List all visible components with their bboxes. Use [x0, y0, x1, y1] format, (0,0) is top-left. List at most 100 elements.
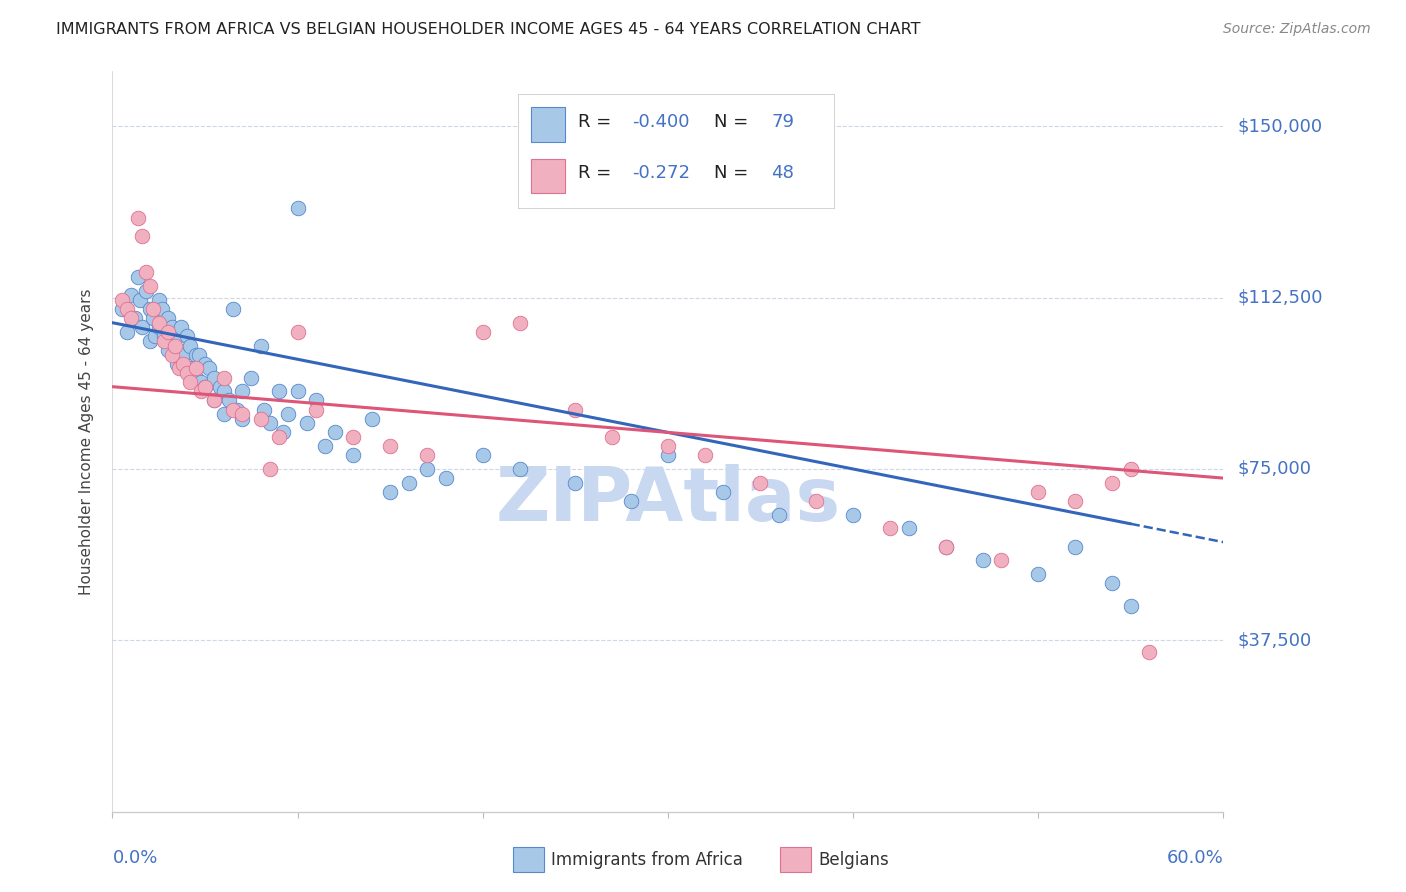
Point: [131, 320, 153, 334]
Text: 60.0%: 60.0%: [1167, 849, 1223, 867]
Point: [202, 370, 225, 384]
Point: [111, 301, 134, 316]
Point: [153, 329, 176, 343]
Point: [416, 462, 439, 476]
Text: 0.0%: 0.0%: [112, 849, 157, 867]
Y-axis label: Householder Income Ages 45 - 64 years: Householder Income Ages 45 - 64 years: [79, 288, 94, 595]
Point: [190, 375, 212, 389]
Point: [267, 430, 291, 444]
Point: [179, 375, 201, 389]
Point: [138, 279, 160, 293]
Point: [305, 393, 328, 408]
Point: [166, 329, 188, 343]
Point: [240, 370, 263, 384]
Point: [1119, 462, 1142, 476]
Point: [202, 393, 225, 408]
Point: [222, 402, 245, 417]
Point: [768, 508, 790, 522]
Point: [1026, 567, 1049, 582]
Point: [117, 301, 139, 316]
Point: [1026, 484, 1049, 499]
Point: [602, 430, 624, 444]
Point: [190, 384, 212, 399]
Point: [152, 301, 174, 316]
Point: [287, 202, 309, 216]
Point: [129, 293, 152, 307]
Point: [380, 439, 402, 453]
Point: [148, 316, 170, 330]
Point: [249, 338, 271, 352]
Point: [160, 348, 183, 362]
Point: [170, 320, 193, 334]
Point: [259, 417, 281, 431]
Point: [1101, 475, 1123, 490]
Point: [897, 521, 920, 535]
Point: [194, 357, 217, 371]
Point: [194, 380, 217, 394]
Point: [342, 448, 364, 462]
Point: [212, 384, 235, 399]
Point: [160, 320, 183, 334]
Point: [176, 329, 198, 343]
Point: [259, 462, 281, 476]
Point: [842, 508, 865, 522]
Point: [935, 540, 957, 554]
Point: [990, 553, 1012, 567]
Point: [120, 311, 142, 326]
Point: [972, 553, 994, 567]
Point: [111, 293, 134, 307]
Point: [142, 311, 165, 326]
Text: $112,500: $112,500: [1237, 289, 1323, 307]
Point: [184, 361, 207, 376]
Point: [804, 494, 827, 508]
Point: [212, 370, 235, 384]
Point: [749, 475, 772, 490]
Point: [1101, 576, 1123, 591]
Point: [657, 448, 679, 462]
Point: [157, 311, 180, 326]
Point: [620, 494, 643, 508]
Text: $37,500: $37,500: [1237, 632, 1312, 649]
Point: [564, 402, 586, 417]
Point: [277, 407, 299, 421]
Point: [360, 411, 382, 425]
Point: [231, 384, 253, 399]
Point: [509, 462, 531, 476]
Point: [342, 430, 364, 444]
Point: [225, 402, 247, 417]
Point: [162, 348, 184, 362]
Point: [166, 357, 188, 371]
Point: [138, 301, 160, 316]
Point: [135, 284, 157, 298]
Point: [212, 407, 235, 421]
Point: [471, 448, 494, 462]
Point: [231, 407, 253, 421]
Text: $75,000: $75,000: [1237, 460, 1312, 478]
Point: [172, 348, 194, 362]
Point: [253, 402, 276, 417]
Point: [167, 361, 190, 376]
Point: [120, 288, 142, 302]
Point: [143, 329, 166, 343]
Point: [416, 448, 439, 462]
Point: [398, 475, 420, 490]
Point: [271, 425, 294, 440]
Point: [135, 265, 157, 279]
Point: [142, 301, 165, 316]
Point: [202, 393, 225, 408]
Point: [165, 338, 187, 352]
Point: [157, 325, 180, 339]
Point: [693, 448, 716, 462]
Point: [295, 417, 318, 431]
Point: [509, 316, 531, 330]
Point: [249, 411, 271, 425]
Text: IMMIGRANTS FROM AFRICA VS BELGIAN HOUSEHOLDER INCOME AGES 45 - 64 YEARS CORRELAT: IMMIGRANTS FROM AFRICA VS BELGIAN HOUSEH…: [56, 22, 921, 37]
Text: Source: ZipAtlas.com: Source: ZipAtlas.com: [1223, 22, 1371, 37]
Point: [564, 475, 586, 490]
Point: [184, 348, 207, 362]
Point: [172, 357, 194, 371]
Point: [138, 334, 160, 348]
Point: [131, 228, 153, 243]
Point: [713, 484, 735, 499]
Point: [157, 343, 180, 358]
